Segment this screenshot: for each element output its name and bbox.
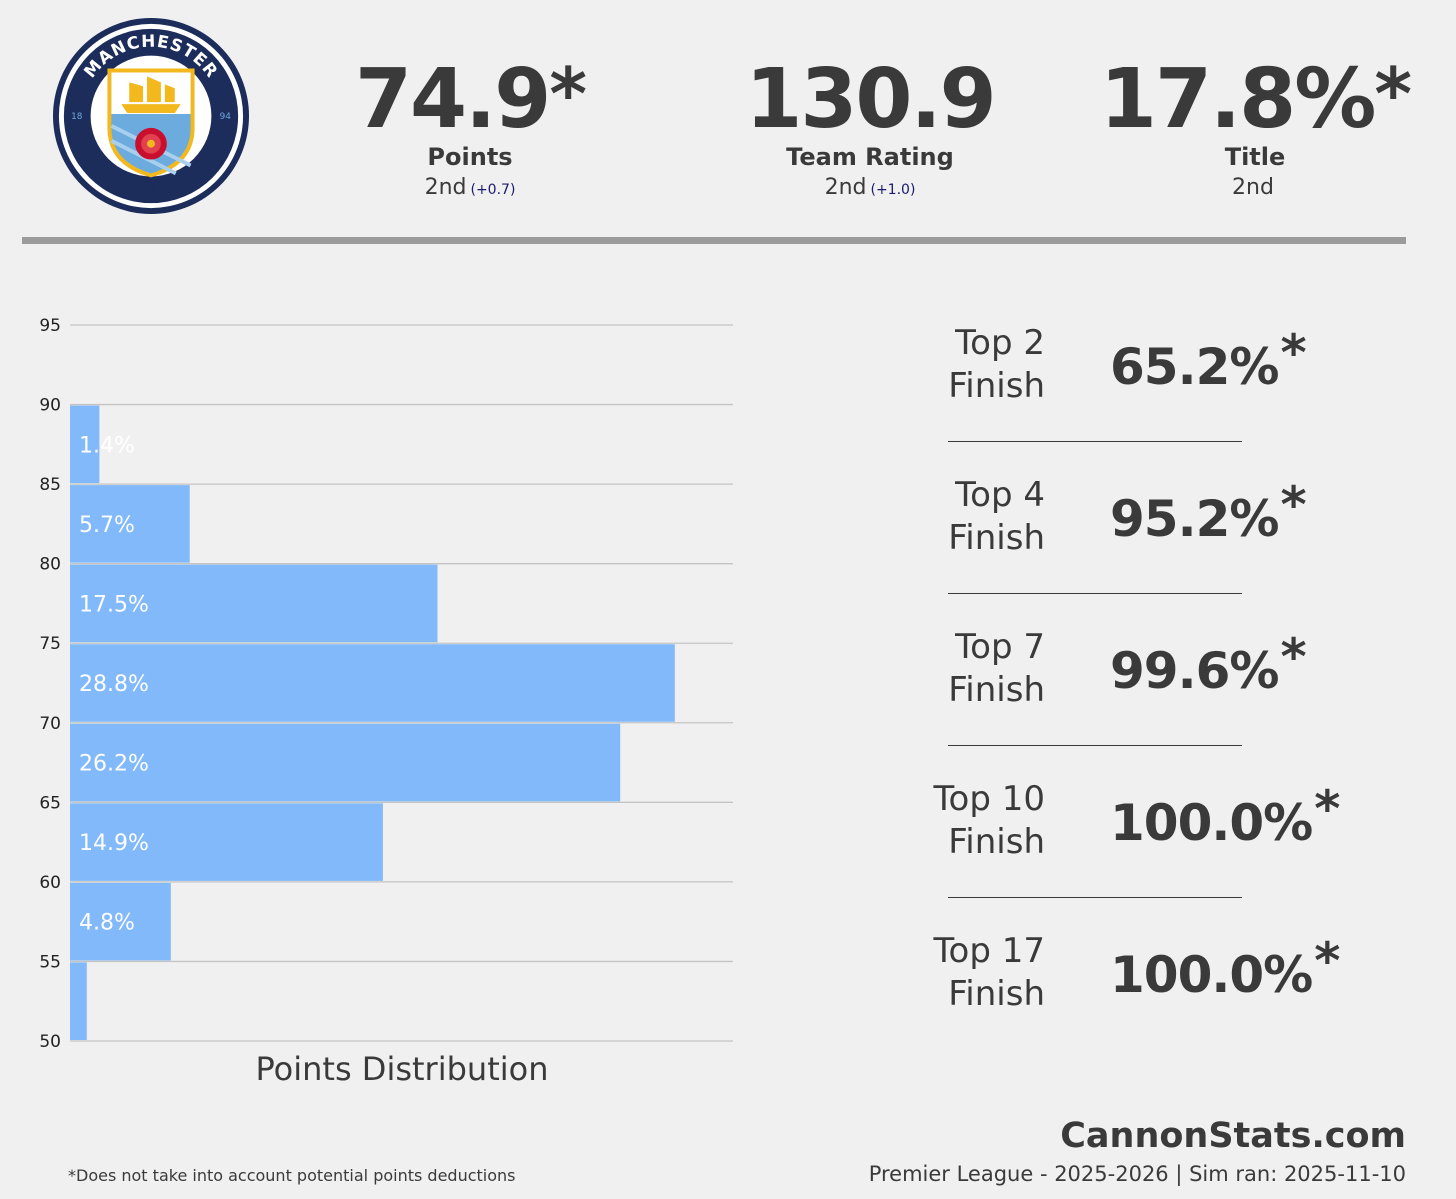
- finish-label: Top 7 Finish: [948, 627, 1045, 710]
- y-tick-label: 70: [39, 714, 61, 734]
- brand-name: CannonStats.com: [1060, 1116, 1406, 1156]
- distribution-bar: [70, 882, 171, 961]
- crest-bottom-text: CITY: [129, 177, 175, 198]
- title-rank: 2nd: [1232, 175, 1274, 200]
- bar-value-label: 28.8%: [79, 672, 149, 697]
- points-rank: 2nd (+0.7): [424, 175, 516, 200]
- team-rating-stat: 130.9 Team Rating 2nd (+1.0): [705, 52, 1035, 206]
- bar-value-label: 14.9%: [79, 831, 149, 856]
- crest-left-year: 18: [71, 112, 83, 122]
- club-crest-logo: MANCHESTER CITY 18 94: [52, 17, 250, 215]
- points-value: 74.9*: [355, 52, 587, 147]
- finish-value: 100.0%*: [1110, 932, 1340, 1004]
- footnote: *Does not take into account potential po…: [68, 1166, 516, 1185]
- y-tick-label: 50: [39, 1032, 61, 1052]
- finish-row: Top 17 Finish 100.0%*: [880, 930, 1400, 1020]
- distribution-bar: [70, 962, 87, 1040]
- finish-label: Top 4 Finish: [948, 475, 1045, 558]
- y-tick-label: 90: [39, 396, 61, 416]
- finish-row: Top 7 Finish 99.6%*: [880, 626, 1400, 716]
- chart-title: Points Distribution: [256, 1050, 549, 1088]
- y-tick-label: 60: [39, 873, 61, 893]
- bar-value-label: 1.4%: [79, 433, 135, 458]
- title-value: 17.8%*: [1099, 52, 1412, 147]
- distribution-bar: [70, 803, 383, 881]
- bar-value-label: 26.2%: [79, 752, 149, 777]
- team-rating-label: Team Rating: [786, 143, 954, 171]
- bar-value-label: 17.5%: [79, 592, 149, 617]
- y-tick-label: 55: [39, 952, 61, 972]
- finish-row: Top 4 Finish 95.2%*: [880, 474, 1400, 564]
- finish-row: Top 10 Finish 100.0%*: [880, 778, 1400, 868]
- finish-label: Top 2 Finish: [948, 323, 1045, 406]
- points-distribution-chart: 95 90 85 80 75 70 65 60 55 50 1.4% 5.7% 17.5% 28.8% 2…: [39, 316, 733, 1088]
- distribution-bar: [70, 723, 621, 802]
- distribution-bar: [70, 644, 675, 722]
- finish-label: Top 10 Finish: [933, 779, 1045, 862]
- header-divider: [22, 237, 1406, 244]
- y-tick-label: 65: [39, 793, 61, 813]
- team-rating-rank: 2nd (+1.0): [824, 175, 916, 200]
- crest-right-year: 94: [220, 112, 232, 122]
- ship-icon: [121, 104, 181, 114]
- finish-separator: [948, 441, 1242, 442]
- finish-separator: [948, 745, 1242, 746]
- distribution-bar: [70, 564, 438, 643]
- points-stat: 74.9* Points 2nd (+0.7): [305, 52, 635, 206]
- finish-value: 100.0%*: [1110, 780, 1340, 852]
- league-info: Premier League - 2025-2026 | Sim ran: 20…: [868, 1162, 1406, 1186]
- finish-separator: [948, 897, 1242, 898]
- finish-value: 99.6%*: [1110, 628, 1307, 700]
- rose-icon: [135, 127, 167, 160]
- finish-value: 65.2%*: [1110, 324, 1307, 396]
- bar-value-label: 5.7%: [79, 513, 135, 538]
- y-tick-label: 80: [39, 555, 61, 575]
- bar-value-label: 4.8%: [79, 911, 135, 936]
- y-tick-label: 75: [39, 634, 61, 654]
- y-tick-label: 95: [39, 316, 61, 336]
- finish-row: Top 2 Finish 65.2%*: [880, 322, 1400, 412]
- points-label: Points: [427, 143, 513, 171]
- title-stat: 17.8%* Title 2nd: [1090, 52, 1420, 206]
- title-label: Title: [1224, 143, 1286, 171]
- team-rating-value: 130.9: [745, 52, 996, 147]
- finish-label: Top 17 Finish: [933, 931, 1045, 1014]
- distribution-bar: [70, 405, 100, 484]
- team-rating-delta: (+1.0): [870, 182, 916, 198]
- distribution-bar: [70, 485, 190, 563]
- finish-separator: [948, 593, 1242, 594]
- y-tick-label: 85: [39, 475, 61, 495]
- points-delta: (+0.7): [470, 182, 516, 198]
- finish-value: 95.2%*: [1110, 476, 1307, 548]
